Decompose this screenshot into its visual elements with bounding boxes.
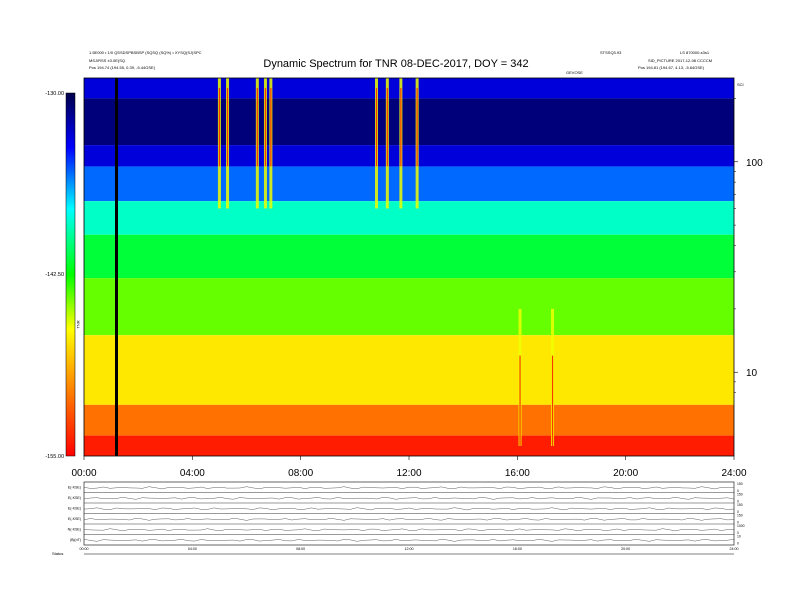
panel-right-tick: 0 — [737, 500, 739, 504]
radio-burst-core-3 — [264, 88, 267, 167]
panel-right-tick: 0 — [737, 510, 739, 514]
spectrum-band-2 — [84, 145, 734, 167]
radio-burst-core-5 — [375, 88, 378, 167]
panel-label: E(-KSE) — [68, 517, 81, 521]
panel-right-tick: 150 — [737, 503, 743, 507]
right-edge-tag: SCI — [737, 82, 744, 87]
spectrum-band-8 — [84, 404, 734, 436]
panel-trace — [83, 486, 735, 490]
panel-x-tick-label: 04:00 — [188, 547, 197, 551]
spectrum-band-6 — [84, 278, 734, 336]
radio-burst-core-2 — [256, 88, 258, 167]
spectrogram — [84, 78, 734, 456]
right-position-info: Pos 194.81 (194.67, 4.13, -5.64GSE) — [638, 65, 705, 70]
x-tick-label: 12:00 — [396, 468, 421, 479]
header-line-1: 1.5E000 • 1/0 QSSDSPBSBSP (SQSQ (SQ%) • … — [89, 50, 202, 55]
colorbar-tick-label: -130.00 — [45, 91, 64, 97]
radio-burst-core-10 — [551, 355, 554, 446]
radio-burst-core-6 — [386, 88, 388, 167]
panel-x-tick-label: 12:00 — [405, 547, 414, 551]
x-tick-label: 08:00 — [288, 468, 313, 479]
panel-right-tick: 0 — [737, 542, 739, 546]
right-picture-info: SID_PICTURE 2017-12-08 CCCCM — [648, 58, 713, 63]
panel-right-tick: 1000 — [737, 524, 745, 528]
axes: 00:00 04:00 08:00 12:00 16:00 20:00 24:00 100 10… — [45, 91, 763, 479]
radio-burst-core-7 — [400, 88, 402, 167]
spectrum-band-0 — [84, 78, 734, 99]
footer-label: Status — [52, 551, 64, 556]
data-gap-line — [115, 78, 118, 456]
y-tick-label: 100 — [746, 158, 763, 169]
colorbar — [65, 92, 76, 457]
panel-x-tick-label: 16:00 — [513, 547, 522, 551]
radio-burst-core-0 — [218, 88, 221, 167]
panel-trace — [83, 507, 735, 511]
colorbar-tick-label: -142.50 — [45, 272, 64, 278]
center-tag: GEVOSE — [566, 70, 583, 75]
spectrum-band-5 — [84, 234, 734, 279]
panel-right-tick: 0 — [737, 531, 739, 535]
spectrum-band-7 — [84, 335, 734, 405]
right-code: STSSQ3.93 — [600, 50, 622, 55]
header-line-2: MSJ/RSS ±3.0E(SQ — [89, 58, 125, 63]
radio-burst-core-8 — [416, 88, 418, 167]
left-position-info: Pos 194.74 (194.55, 0.39, -5.44GSE) — [89, 65, 156, 70]
panel-label: E(-KSE) — [68, 485, 81, 489]
radio-burst-core-9 — [519, 355, 521, 446]
x-tick-label: 04:00 — [180, 468, 205, 479]
colorbar-tick-label: -155.00 — [45, 454, 64, 460]
spectrum-band-4 — [84, 201, 734, 235]
spectrum-band-1 — [84, 98, 734, 146]
panel-x-tick-label: 20:00 — [621, 547, 630, 551]
panel-label: E(-KSE) — [68, 506, 81, 510]
x-tick-label: 24:00 — [721, 468, 746, 479]
panel-label: E(-KSE) — [68, 496, 81, 500]
panel-trace — [83, 528, 735, 532]
spectrum-band-3 — [84, 166, 734, 202]
panel-label: |B|(nT) — [70, 538, 81, 542]
spectrum-band-9 — [84, 435, 734, 456]
panel-right-tick: 0 — [737, 489, 739, 493]
x-tick-label: 20:00 — [613, 468, 638, 479]
parameter-panels: E(-KSE)1500E(-KSE)1500E(-KSE)1500E(-KSE)… — [68, 481, 745, 555]
panel-right-tick: 150 — [737, 514, 743, 518]
panel-trace — [83, 517, 735, 521]
panel-right-tick: 150 — [737, 493, 743, 497]
colorbar-label: TNR — [75, 320, 81, 329]
panel-x-tick-label: 00:00 — [80, 547, 89, 551]
right-stamp: LS 870000-s3s1 — [680, 50, 710, 55]
panel-right-tick: 150 — [737, 482, 743, 486]
panel-x-tick-label: 24:00 — [730, 547, 739, 551]
chart-title: Dynamic Spectrum for TNR 08-DEC-2017, DO… — [263, 58, 529, 70]
panel-trace — [83, 496, 735, 500]
panel-label: N(-KSE) — [68, 527, 81, 531]
panel-x-tick-label: 08:00 — [296, 547, 305, 551]
panel-right-tick: 0 — [737, 521, 739, 525]
x-tick-label: 00:00 — [71, 468, 96, 479]
radio-burst-core-4 — [270, 88, 272, 167]
y-tick-label: 10 — [746, 368, 758, 379]
x-tick-label: 16:00 — [505, 468, 530, 479]
panel-right-tick: 10 — [737, 535, 741, 539]
panel-trace — [83, 538, 735, 542]
radio-burst-core-1 — [226, 88, 229, 167]
